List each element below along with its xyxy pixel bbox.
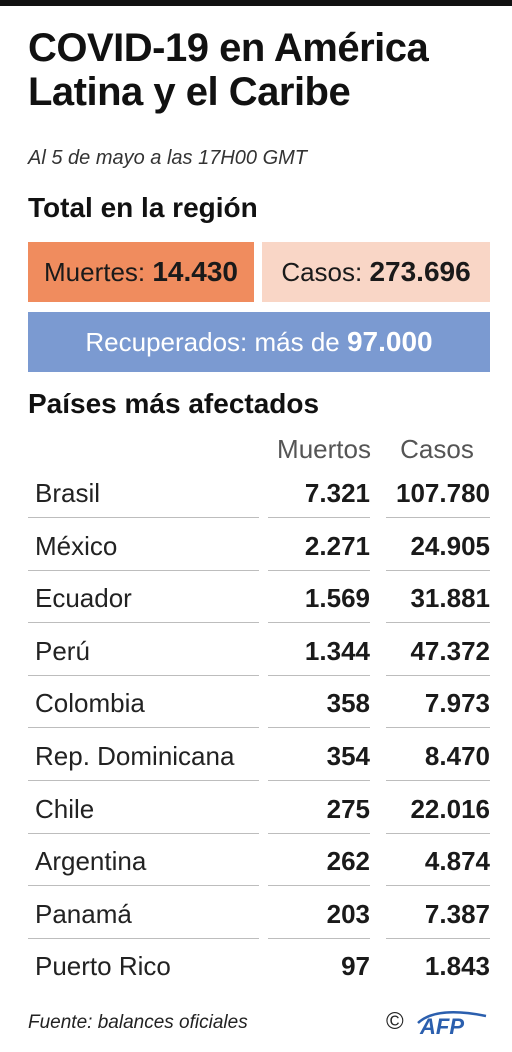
afp-logo-text: AFP [419, 1014, 464, 1036]
table-row: Ecuador 1.569 31.881 [28, 571, 492, 624]
copyright-symbol: © [386, 1008, 404, 1035]
page-title: COVID-19 en América Latina y el Caribe [28, 26, 498, 114]
cases-total-box: Casos: 273.696 [262, 242, 490, 302]
deaths-cell: 1.344 [268, 624, 370, 676]
cases-cell: 1.843 [424, 951, 490, 982]
table-row: Chile 275 22.016 [28, 782, 492, 835]
deaths-cell: 203 [268, 887, 370, 939]
column-header-cases: Casos [400, 434, 474, 464]
cases-cell: 22.016 [386, 782, 490, 834]
cases-value: 273.696 [369, 256, 471, 287]
deaths-cell: 2.271 [268, 519, 370, 571]
top-rule [0, 0, 512, 6]
table-row: Rep. Dominicana 354 8.470 [28, 729, 492, 782]
table-row: Argentina 262 4.874 [28, 834, 492, 887]
afp-logo: AFP [417, 1011, 487, 1036]
deaths-cell: 275 [268, 782, 370, 834]
recovered-label: Recuperados: más de [85, 327, 347, 357]
deaths-cell: 358 [268, 676, 370, 729]
table-row: Brasil 7.321 107.780 [28, 466, 492, 519]
countries-heading: Países más afectados [28, 388, 320, 419]
cases-cell: 24.905 [386, 519, 490, 571]
deaths-cell: 262 [268, 834, 370, 887]
column-header-deaths: Muertos [277, 434, 371, 464]
country-name: Ecuador [28, 571, 259, 624]
cases-cell: 8.470 [386, 729, 490, 781]
recovered-total-box: Recuperados: más de 97.000 [28, 312, 490, 372]
table-row: Puerto Rico 97 1.843 [28, 939, 492, 992]
table-row: Panamá 203 7.387 [28, 887, 492, 940]
table-row: Colombia 358 7.973 [28, 676, 492, 729]
country-name: Argentina [28, 834, 259, 887]
date-subtitle: Al 5 de mayo a las 17H00 GMT [28, 147, 308, 169]
country-name: Rep. Dominicana [28, 729, 259, 781]
country-name: Brasil [28, 466, 259, 518]
cases-cell: 107.780 [386, 466, 490, 518]
credit: © AFP [386, 1008, 490, 1038]
country-name: México [28, 519, 259, 571]
cases-label: Casos: [281, 257, 370, 287]
deaths-cell: 1.569 [268, 571, 370, 624]
deaths-label: Muertes: [43, 257, 153, 287]
table-row: Perú 1.344 47.372 [28, 624, 492, 677]
cases-cell: 47.372 [386, 624, 490, 676]
cases-cell: 7.387 [386, 887, 490, 939]
deaths-cell: 7.321 [268, 466, 370, 518]
country-name: Puerto Rico [35, 951, 171, 982]
title-line-2: Latina y el Caribe [28, 70, 351, 114]
country-name: Colombia [28, 676, 259, 729]
region-total-heading: Total en la región [28, 192, 258, 223]
deaths-cell: 97 [341, 951, 370, 982]
recovered-value: 97.000 [346, 326, 433, 357]
title-line-1: COVID-19 en América [28, 26, 429, 70]
cases-cell: 31.881 [386, 571, 490, 624]
cases-cell: 4.874 [386, 834, 490, 887]
country-name: Panamá [28, 887, 259, 939]
cases-cell: 7.973 [386, 676, 490, 729]
deaths-value: 14.430 [152, 256, 238, 287]
deaths-cell: 354 [268, 729, 370, 781]
country-name: Chile [28, 782, 259, 834]
country-name: Perú [28, 624, 259, 676]
deaths-total-box: Muertes: 14.430 [28, 242, 254, 302]
countries-table: Brasil 7.321 107.780 México 2.271 24.905 Ecuad… [28, 466, 492, 992]
source-note: Fuente: balances oficiales [28, 1012, 248, 1033]
table-row: México 2.271 24.905 [28, 519, 492, 572]
